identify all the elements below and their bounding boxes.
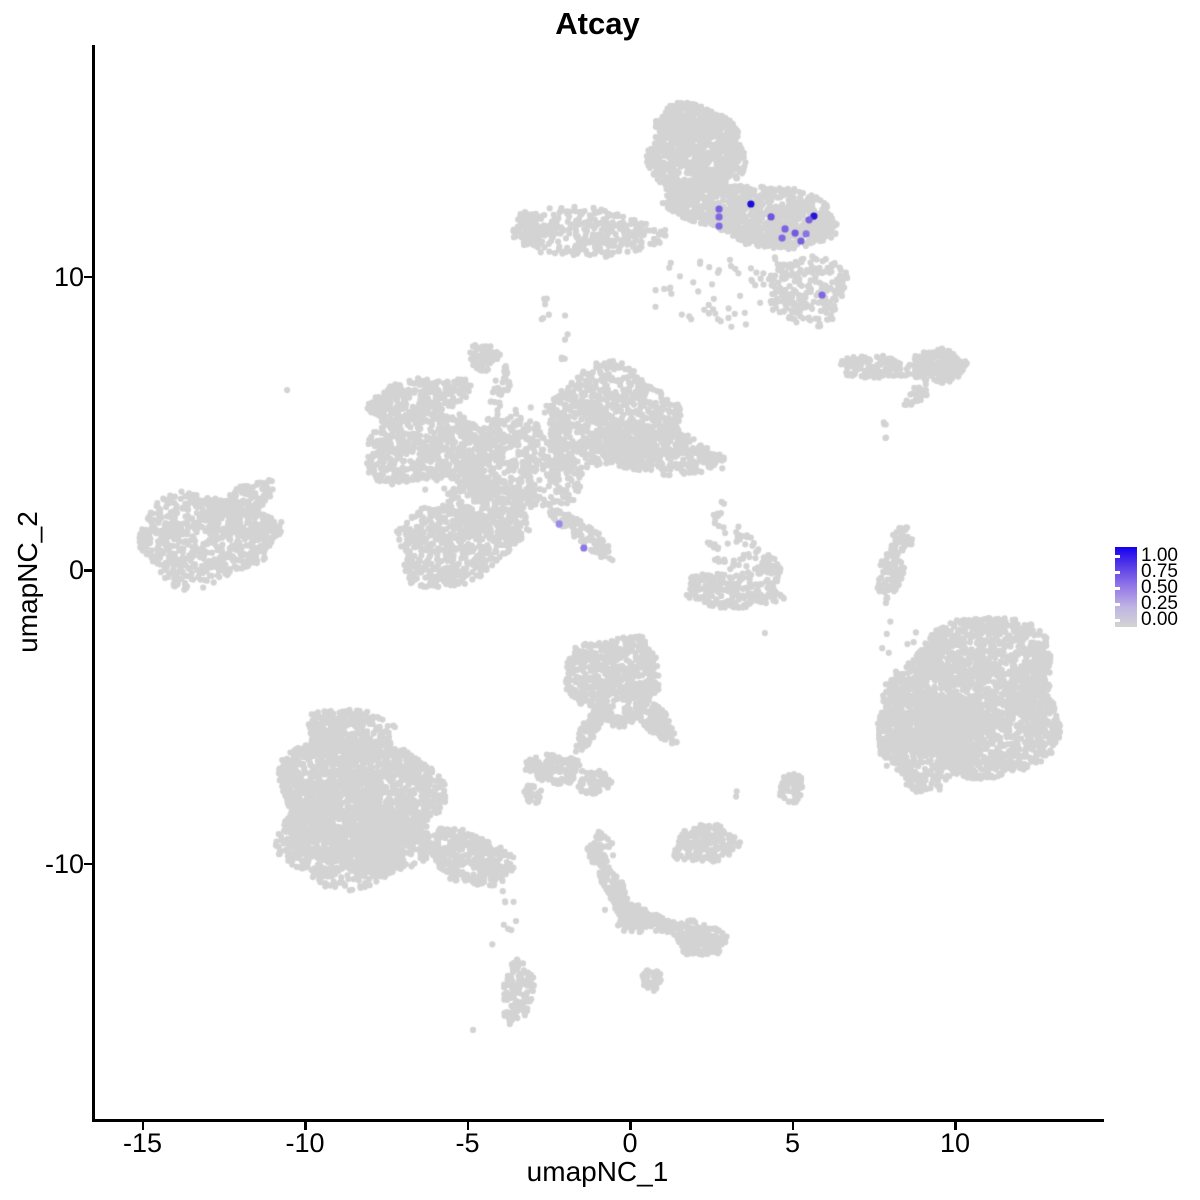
legend-tick-label: 0.75	[1141, 561, 1178, 582]
legend-tick-mark	[1115, 554, 1120, 558]
y-tick-mark	[84, 862, 92, 865]
x-tick-mark	[791, 1122, 794, 1130]
legend-tick-label: 0.00	[1141, 609, 1178, 630]
x-tick-label: -15	[122, 1128, 163, 1158]
x-tick-mark	[629, 1122, 632, 1130]
x-tick-mark	[466, 1122, 469, 1130]
y-tick-label: 10	[53, 261, 84, 292]
y-axis-title: umapNC_2	[12, 511, 43, 653]
legend-tick-mark	[1115, 586, 1120, 590]
x-tick-mark	[141, 1122, 144, 1130]
y-axis-line	[92, 45, 95, 1121]
x-tick-mark	[304, 1122, 307, 1130]
legend-tick-mark	[1115, 602, 1120, 606]
x-tick-label: 10	[939, 1128, 971, 1158]
legend-tick-mark	[1115, 618, 1120, 622]
x-axis-line	[92, 1119, 1104, 1122]
x-tick-label: -10	[285, 1128, 325, 1158]
expression-legend: 1.00 0.75 0.50 0.25 0.00	[1113, 545, 1200, 637]
legend-tick-label: 1.00	[1141, 545, 1178, 566]
y-tick-label: -10	[44, 848, 84, 879]
legend-gradient-bar	[1115, 547, 1137, 627]
y-tick-mark	[84, 275, 92, 278]
x-tick-mark	[954, 1122, 957, 1130]
legend-tick-label: 0.25	[1141, 593, 1178, 614]
legend-tick-label: 0.50	[1141, 577, 1178, 598]
x-tick-label: -5	[455, 1128, 480, 1158]
x-tick-label: 5	[784, 1128, 801, 1158]
y-tick-label: 0	[68, 555, 84, 585]
x-axis-title: umapNC_1	[526, 1156, 669, 1187]
legend-tick-mark	[1115, 570, 1120, 574]
chart-title: Atcay	[555, 6, 640, 41]
y-tick-mark	[84, 569, 92, 572]
x-tick-label: 0	[622, 1128, 638, 1158]
